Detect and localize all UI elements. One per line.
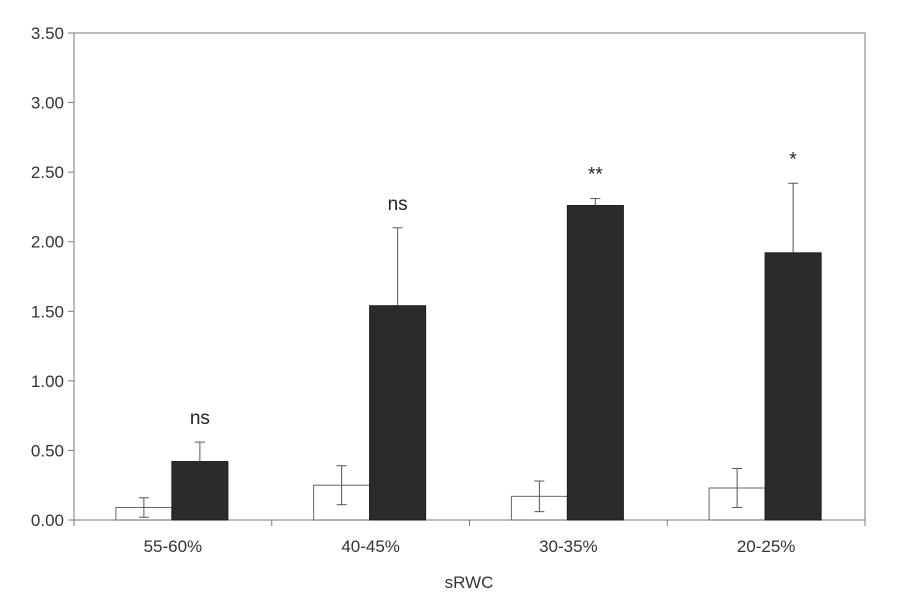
y-tick-label: 3.50 <box>31 24 64 43</box>
y-tick-label: 3.00 <box>31 94 64 113</box>
significance-label: ns <box>388 194 408 215</box>
error-bar <box>138 497 149 518</box>
error-bar <box>392 227 403 306</box>
plot-frame <box>73 32 866 521</box>
bar-series2 <box>171 461 229 521</box>
error-bar <box>534 480 545 513</box>
y-axis: 0.00 0.50 1.00 1.50 2.00 2.50 3.00 3.50 <box>31 24 74 530</box>
y-tick-label: 0.50 <box>31 441 64 460</box>
x-tick-label: 55-60% <box>144 537 203 556</box>
bars <box>115 205 822 521</box>
bar-series2 <box>764 252 822 521</box>
significance-label: * <box>789 149 797 170</box>
error-bar <box>336 465 347 506</box>
y-tick-label: 2.50 <box>31 163 64 182</box>
error-bar <box>732 468 743 508</box>
y-tick-label: 1.50 <box>31 302 64 321</box>
error-bars <box>138 182 799 518</box>
bar-series2 <box>566 205 624 521</box>
bar-series2 <box>369 305 427 521</box>
error-bar <box>788 182 799 253</box>
error-bar <box>194 441 205 462</box>
plot-area <box>73 32 866 521</box>
y-tick-label: 0.00 <box>31 511 64 530</box>
significance-label: ns <box>190 408 210 429</box>
y-tick-label: 2.00 <box>31 233 64 252</box>
error-bar <box>590 198 601 206</box>
significance-label: ** <box>588 165 603 186</box>
x-axis: 55-60% 40-45% 30-35% 20-25% <box>73 520 866 556</box>
y-tick-label: 1.00 <box>31 372 64 391</box>
x-tick-label: 40-45% <box>341 537 400 556</box>
x-tick-label: 30-35% <box>539 537 598 556</box>
x-axis-title: sRWC <box>445 573 494 592</box>
x-tick-label: 20-25% <box>737 537 796 556</box>
